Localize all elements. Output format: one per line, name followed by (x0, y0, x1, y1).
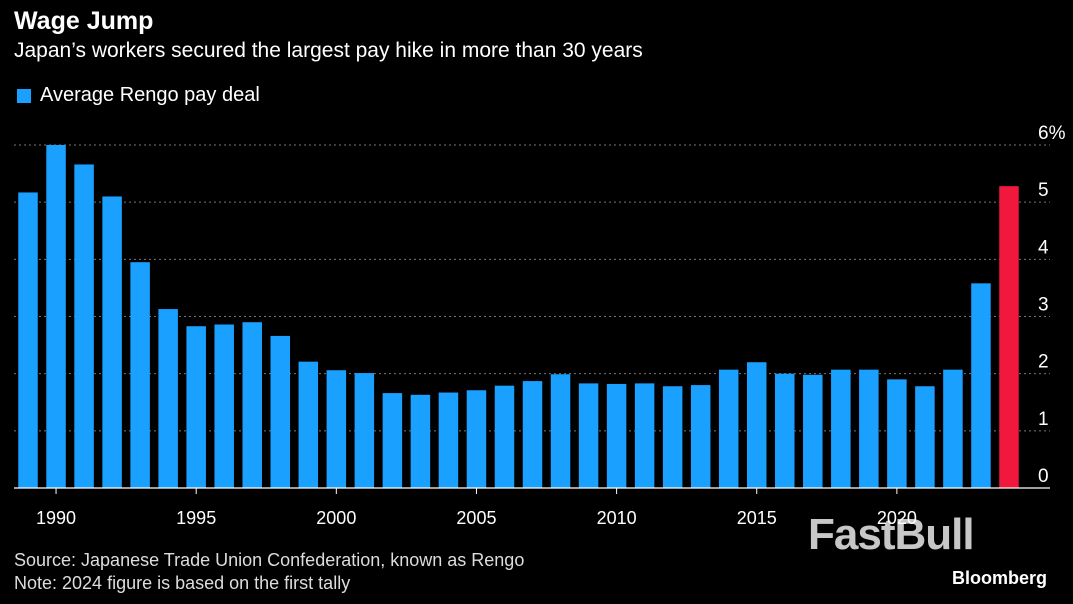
bar (298, 361, 319, 488)
bar (971, 283, 991, 488)
source-note: Source: Japanese Trade Union Confederati… (14, 550, 525, 570)
bar (606, 383, 627, 488)
y-tick-label: 0 (1038, 466, 1049, 487)
axes: 0 1 2 3 4 5 6% 1990 1995 2000 2005 2010 2015 2020 (14, 123, 1066, 528)
bar (438, 392, 459, 488)
y-tick-label: 3 (1038, 295, 1049, 316)
bar (102, 196, 122, 488)
bar (550, 374, 571, 488)
bars (18, 145, 1019, 488)
x-tick-label: 1990 (36, 508, 76, 528)
x-tick-label: 2020 (877, 508, 917, 528)
bloomberg-logo: Bloomberg (952, 568, 1048, 588)
bar (158, 309, 178, 488)
bar-highlight (999, 186, 1019, 488)
chart-title: Wage Jump (14, 7, 154, 35)
bar (186, 326, 206, 488)
x-tick-label: 2005 (456, 508, 496, 528)
bar (718, 369, 739, 488)
footnote: Note: 2024 figure is based on the first … (14, 573, 351, 593)
bar (803, 374, 823, 488)
x-tick-label: 2010 (597, 508, 637, 528)
bar (915, 386, 935, 488)
bar (214, 324, 234, 488)
bar (522, 381, 543, 488)
legend-swatch (17, 88, 31, 103)
bar (74, 164, 94, 488)
bar (494, 385, 515, 488)
bar (130, 262, 150, 488)
bar (18, 192, 38, 488)
bar (887, 379, 907, 488)
bar (578, 383, 599, 488)
bar (634, 383, 655, 488)
bar (410, 394, 431, 488)
bar (46, 145, 66, 488)
y-tick-label: 6% (1038, 123, 1066, 144)
x-tick-label: 2000 (316, 508, 356, 528)
bar (831, 369, 851, 488)
bar (775, 373, 795, 488)
legend-label: Average Rengo pay deal (40, 84, 260, 106)
bar (746, 362, 767, 488)
bar (466, 390, 487, 488)
chart-subtitle: Japan’s workers secured the largest pay … (14, 39, 643, 62)
bar (943, 369, 963, 488)
bar (662, 386, 683, 488)
legend: Average Rengo pay deal (17, 84, 260, 107)
y-tick-label: 5 (1038, 180, 1049, 201)
bar (270, 335, 291, 488)
watermark-logo: FastBull (808, 510, 975, 559)
bar (690, 385, 711, 488)
x-tick-label: 1995 (176, 508, 216, 528)
x-tick-label: 2015 (737, 508, 777, 528)
y-tick-label: 2 (1038, 352, 1049, 373)
bar (242, 322, 262, 488)
bar (382, 393, 403, 488)
bar (859, 369, 879, 488)
bar (354, 373, 375, 488)
bar (326, 370, 347, 488)
bar-chart: 0 1 2 3 4 5 6% 1990 1995 2000 2005 2010 2015 2020 (14, 123, 1066, 528)
y-tick-label: 1 (1038, 409, 1049, 430)
y-tick-label: 4 (1038, 237, 1049, 258)
